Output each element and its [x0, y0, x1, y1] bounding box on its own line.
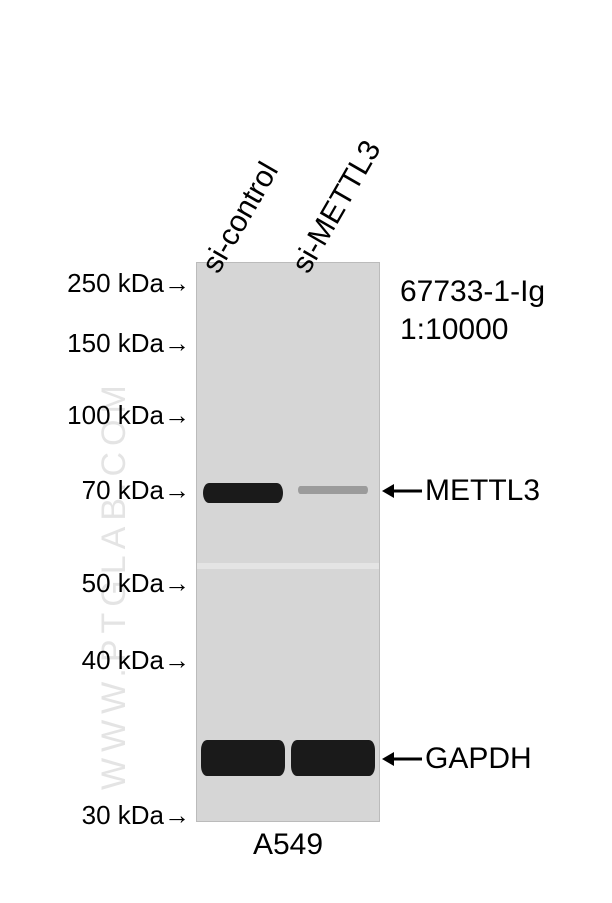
band-gapdh-lane1	[201, 740, 285, 776]
arrow-gapdh-icon	[382, 746, 422, 772]
mw-70-text: 70 kDa	[82, 475, 164, 505]
lane-label-1: si-control	[196, 157, 286, 279]
mw-100-text: 100 kDa	[67, 400, 164, 430]
cell-line-label: A549	[248, 828, 328, 862]
blot-membrane	[196, 262, 380, 822]
mw-30-text: 30 kDa	[82, 800, 164, 830]
blot-figure: WWW.PTGLAB.COM si-control si-METTL3 250 …	[0, 0, 612, 903]
mw-100: 100 kDa→	[10, 400, 190, 431]
antibody-dilution: 1:10000	[400, 313, 508, 347]
membrane-gap	[197, 563, 379, 569]
mw-150-text: 150 kDa	[67, 328, 164, 358]
lane-label-2: si-METTL3	[286, 135, 389, 279]
mw-40: 40 kDa→	[10, 645, 190, 676]
mw-250-text: 250 kDa	[67, 268, 164, 298]
mw-30: 30 kDa→	[10, 800, 190, 831]
mw-250: 250 kDa→	[10, 268, 190, 299]
band-label-gapdh: GAPDH	[425, 742, 532, 776]
mw-150: 150 kDa→	[10, 328, 190, 359]
mw-50: 50 kDa→	[10, 568, 190, 599]
band-mettl3-lane1	[203, 483, 283, 503]
mw-40-text: 40 kDa	[82, 645, 164, 675]
band-gapdh-lane2	[291, 740, 375, 776]
mw-70: 70 kDa→	[10, 475, 190, 506]
band-mettl3-lane2	[298, 486, 368, 494]
mw-50-text: 50 kDa	[82, 568, 164, 598]
antibody-catalog: 67733-1-Ig	[400, 275, 545, 309]
arrow-mettl3-icon	[382, 478, 422, 504]
band-label-mettl3: METTL3	[425, 474, 540, 508]
